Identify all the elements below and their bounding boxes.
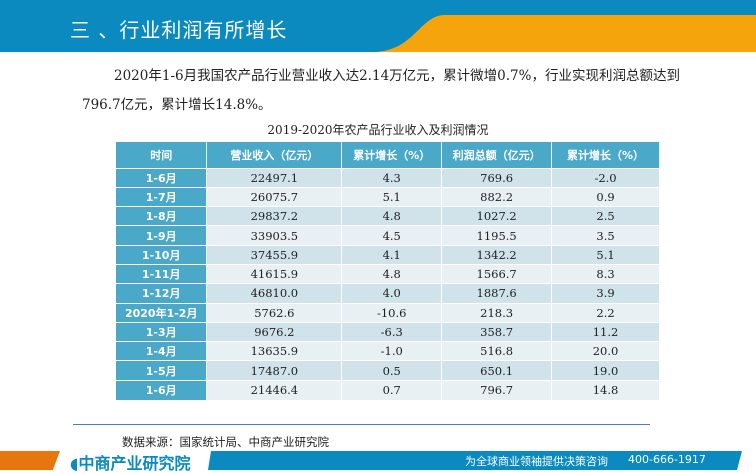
- column-header: 累计增长（%）: [341, 142, 443, 168]
- period-cell: 1-3月: [116, 321, 208, 342]
- value-cell: 516.8: [441, 341, 553, 361]
- value-cell: 1342.2: [441, 244, 553, 265]
- value-cell: 19.0: [551, 360, 660, 381]
- value-cell: 13635.9: [206, 341, 343, 361]
- footer-bar: ◖中商产业研究院 为全球商业领袖提供决策咨询 400-666-1917: [0, 451, 756, 473]
- value-cell: 2.5: [551, 206, 660, 226]
- value-cell: 4.8: [341, 206, 443, 226]
- value-cell: 650.1: [441, 360, 553, 381]
- data-table: 时间 营业收入（亿元） 累计增长（%） 利润总额（亿元） 累计增长（%） 1-6月 224…: [116, 142, 660, 400]
- value-cell: 46810.0: [206, 283, 343, 304]
- value-cell: 14.8: [551, 379, 660, 400]
- column-header: 营业收入（亿元）: [206, 142, 343, 168]
- value-cell: 3.5: [551, 225, 660, 246]
- table-caption: 2019-2020年农产品行业收入及利润情况: [267, 123, 489, 137]
- value-cell: 4.3: [341, 167, 443, 188]
- table-row: 1-6月 22497.1 4.3 769.6 -2.0: [116, 167, 660, 188]
- value-cell: 33903.5: [206, 225, 343, 246]
- value-cell: 5.1: [551, 244, 660, 265]
- value-cell: 4.8: [341, 263, 443, 284]
- value-cell: 4.5: [341, 225, 443, 246]
- slogan: 为全球商业领袖提供决策咨询: [465, 455, 608, 468]
- phone-number: 400-666-1917: [628, 453, 706, 466]
- logo-icon: ◖: [70, 454, 79, 473]
- value-cell: 41615.9: [206, 263, 343, 284]
- value-cell: 0.5: [341, 360, 443, 381]
- table-row: 1-8月 29837.2 4.8 1027.2 2.5: [116, 206, 660, 226]
- period-cell: 1-10月: [116, 244, 208, 265]
- value-cell: 1887.6: [441, 283, 553, 304]
- value-cell: 5762.6: [206, 302, 343, 323]
- header-banner: 三 、行业利润有所增长: [0, 0, 756, 52]
- period-cell: 1-5月: [116, 360, 208, 381]
- period-cell: 1-6月: [116, 379, 208, 400]
- table-row: 1-5月 17487.0 0.5 650.1 19.0: [116, 360, 660, 381]
- table-row: 1-9月 33903.5 4.5 1195.5 3.5: [116, 225, 660, 246]
- period-cell: 1-8月: [116, 206, 208, 226]
- table-row: 1-6月 21446.4 0.7 796.7 14.8: [116, 379, 660, 400]
- value-cell: 5.1: [341, 186, 443, 207]
- divider: [73, 424, 650, 425]
- table-row: 1-3月 9676.2 -6.3 358.7 11.2: [116, 321, 660, 342]
- value-cell: 769.6: [441, 167, 553, 188]
- data-source: 数据来源：国家统计局、中商产业研究院: [122, 435, 329, 449]
- value-cell: 21446.4: [206, 379, 343, 400]
- value-cell: 1027.2: [441, 206, 553, 226]
- value-cell: 37455.9: [206, 244, 343, 265]
- table-header-row: 时间 营业收入（亿元） 累计增长（%） 利润总额（亿元） 累计增长（%）: [116, 142, 660, 168]
- value-cell: -10.6: [341, 302, 443, 323]
- value-cell: 1566.7: [441, 263, 553, 284]
- value-cell: 4.1: [341, 244, 443, 265]
- table-row: 1-7月 26075.7 5.1 882.2 0.9: [116, 186, 660, 207]
- value-cell: 22497.1: [206, 167, 343, 188]
- value-cell: 20.0: [551, 341, 660, 361]
- period-cell: 1-7月: [116, 186, 208, 207]
- company-logo: ◖中商产业研究院: [70, 450, 190, 474]
- value-cell: 11.2: [551, 321, 660, 342]
- value-cell: 0.9: [551, 186, 660, 207]
- value-cell: 882.2: [441, 186, 553, 207]
- value-cell: 358.7: [441, 321, 553, 342]
- value-cell: 2.2: [551, 302, 660, 323]
- value-cell: 0.7: [341, 379, 443, 400]
- orange-stripe: [0, 451, 60, 470]
- period-cell: 1-4月: [116, 341, 208, 361]
- blue-stripe: [208, 451, 742, 470]
- value-cell: 29837.2: [206, 206, 343, 226]
- value-cell: 218.3: [441, 302, 553, 323]
- period-cell: 1-6月: [116, 167, 208, 188]
- table-row: 1-12月 46810.0 4.0 1887.6 3.9: [116, 283, 660, 304]
- table-row: 1-11月 41615.9 4.8 1566.7 8.3: [116, 263, 660, 284]
- value-cell: 796.7: [441, 379, 553, 400]
- column-header: 利润总额（亿元）: [441, 142, 553, 168]
- period-cell: 1-11月: [116, 263, 208, 284]
- period-cell: 2020年1-2月: [116, 302, 208, 323]
- value-cell: 1195.5: [441, 225, 553, 246]
- period-cell: 1-9月: [116, 225, 208, 246]
- value-cell: 26075.7: [206, 186, 343, 207]
- value-cell: -6.3: [341, 321, 443, 342]
- page-title: 三 、行业利润有所增长: [70, 18, 288, 42]
- value-cell: 17487.0: [206, 360, 343, 381]
- column-header: 时间: [116, 142, 208, 168]
- value-cell: -1.0: [341, 341, 443, 361]
- column-header: 累计增长（%）: [551, 142, 660, 168]
- logo-text: 中商产业研究院: [78, 454, 191, 473]
- orange-wave-decoration: [375, 15, 756, 52]
- value-cell: -2.0: [551, 167, 660, 188]
- value-cell: 3.9: [551, 283, 660, 304]
- table-row: 2020年1-2月 5762.6 -10.6 218.3 2.2: [116, 302, 660, 323]
- value-cell: 4.0: [341, 283, 443, 304]
- value-cell: 9676.2: [206, 321, 343, 342]
- value-cell: 8.3: [551, 263, 660, 284]
- period-cell: 1-12月: [116, 283, 208, 304]
- summary-paragraph: 2020年1-6月我国农产品行业营业收入达2.14万亿元，累计微增0.7%，行业…: [82, 68, 680, 113]
- table-row: 1-4月 13635.9 -1.0 516.8 20.0: [116, 341, 660, 361]
- table-row: 1-10月 37455.9 4.1 1342.2 5.1: [116, 244, 660, 265]
